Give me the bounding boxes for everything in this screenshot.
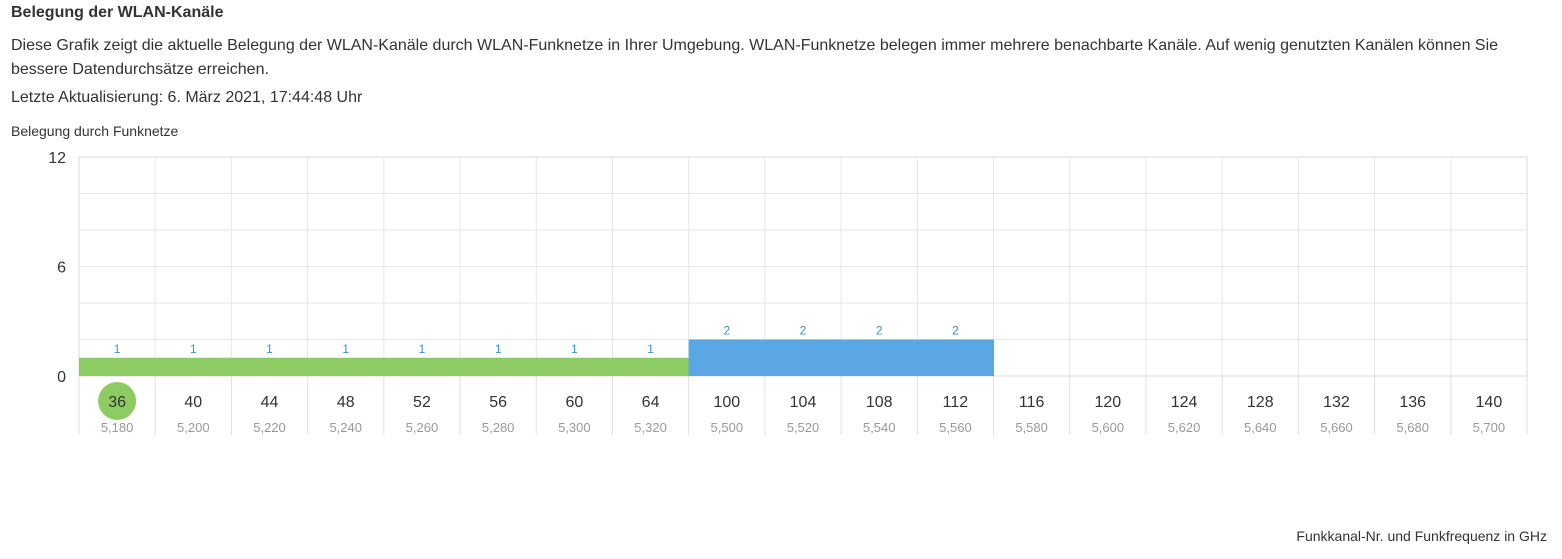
bar-value-label: 1 xyxy=(114,342,121,356)
x-tick-frequency: 5,320 xyxy=(634,420,667,435)
bar-value-label: 2 xyxy=(723,324,730,338)
x-tick-frequency: 5,260 xyxy=(406,420,439,435)
x-tick-frequency: 5,680 xyxy=(1396,420,1429,435)
y-tick-label: 0 xyxy=(57,369,66,386)
bar-channel-112 xyxy=(917,339,995,376)
bar-value-label: 1 xyxy=(495,342,502,356)
x-tick-frequency: 5,640 xyxy=(1244,420,1277,435)
bar-value-label: 1 xyxy=(190,342,197,356)
x-tick-channel: 48 xyxy=(337,394,355,411)
active-channel-marker xyxy=(98,382,137,420)
x-tick-frequency: 5,280 xyxy=(482,420,515,435)
x-tick-channel: 136 xyxy=(1399,394,1426,411)
bar-value-label: 1 xyxy=(571,342,578,356)
bar-channel-36 xyxy=(79,357,156,376)
bar-value-label: 1 xyxy=(266,342,273,356)
bar-channel-104 xyxy=(764,339,842,376)
x-tick-channel: 112 xyxy=(943,394,969,411)
bar-value-label: 2 xyxy=(876,324,883,338)
x-tick-channel: 64 xyxy=(642,394,660,411)
x-tick-channel: 124 xyxy=(1171,394,1198,411)
bar-value-label: 2 xyxy=(800,324,807,338)
bar-value-label: 1 xyxy=(342,342,349,356)
bar-channel-48 xyxy=(307,357,385,376)
bar-channel-40 xyxy=(155,357,232,376)
x-tick-channel: 120 xyxy=(1094,394,1121,411)
x-tick-channel: 116 xyxy=(1019,394,1045,411)
x-tick-frequency: 5,240 xyxy=(329,420,362,435)
x-tick-channel: 52 xyxy=(413,394,431,411)
chart-description: Diese Grafik zeigt die aktuelle Belegung… xyxy=(11,37,1499,78)
x-tick-channel: 108 xyxy=(866,394,893,411)
bar-channel-60 xyxy=(536,357,613,376)
x-tick-channel: 128 xyxy=(1247,394,1274,411)
x-tick-frequency: 5,540 xyxy=(863,420,896,435)
bar-channel-44 xyxy=(231,357,309,376)
x-tick-frequency: 5,180 xyxy=(101,420,134,435)
x-tick-frequency: 5,620 xyxy=(1168,420,1201,435)
x-tick-frequency: 5,560 xyxy=(939,420,972,435)
bar-channel-56 xyxy=(460,357,537,376)
x-tick-frequency: 5,580 xyxy=(1015,420,1048,435)
bar-value-label: 1 xyxy=(647,342,654,356)
x-axis-label: Funkkanal-Nr. und Funkfrequenz in GHz xyxy=(1296,528,1547,544)
bar-channel-108 xyxy=(841,339,918,376)
x-tick-frequency: 5,500 xyxy=(711,420,744,435)
x-tick-frequency: 5,600 xyxy=(1092,420,1125,435)
x-tick-channel: 132 xyxy=(1323,394,1350,411)
y-axis-label: Belegung durch Funknetze xyxy=(11,123,179,139)
bar-value-label: 2 xyxy=(952,324,959,338)
y-tick-label: 12 xyxy=(48,150,66,167)
y-tick-label: 6 xyxy=(57,260,66,277)
x-tick-channel: 60 xyxy=(565,394,583,411)
bar-channel-64 xyxy=(612,357,690,376)
bar-value-label: 1 xyxy=(419,342,426,356)
x-tick-frequency: 5,520 xyxy=(787,420,820,435)
x-tick-frequency: 5,300 xyxy=(558,420,591,435)
x-tick-channel: 36 xyxy=(108,394,126,411)
x-tick-frequency: 5,200 xyxy=(177,420,210,435)
bar-channel-52 xyxy=(383,357,461,376)
page-title: Belegung der WLAN-Kanäle xyxy=(11,4,224,21)
last-update-text: Letzte Aktualisierung: 6. März 2021, 17:… xyxy=(11,89,363,106)
x-tick-frequency: 5,660 xyxy=(1320,420,1353,435)
x-tick-frequency: 5,700 xyxy=(1473,420,1506,435)
x-tick-channel: 104 xyxy=(790,394,817,411)
x-tick-channel: 56 xyxy=(489,394,507,411)
x-tick-frequency: 5,220 xyxy=(253,420,286,435)
x-tick-channel: 100 xyxy=(713,394,740,411)
x-tick-channel: 140 xyxy=(1476,394,1503,411)
x-tick-channel: 40 xyxy=(184,394,202,411)
x-tick-channel: 44 xyxy=(261,394,279,411)
bar-channel-100 xyxy=(688,339,766,376)
